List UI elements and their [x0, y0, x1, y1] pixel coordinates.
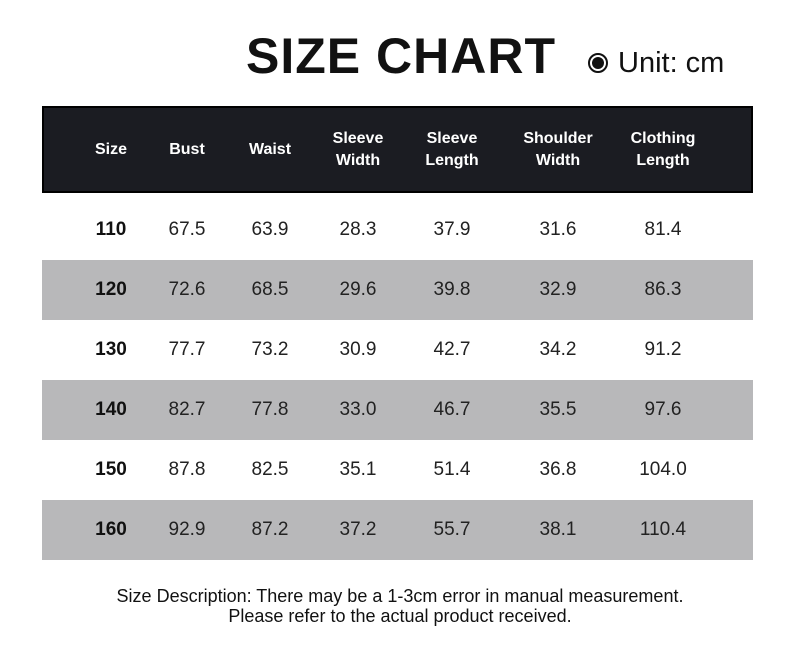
measurement-cell: 36.8: [539, 459, 577, 480]
column-header-text: Sleeve: [426, 129, 478, 147]
table-row: 110 67.5 63.9 28.3 37.9 31.6 81.4: [42, 200, 753, 260]
size-cell: 110: [95, 219, 127, 240]
column-header: Sleeve Length: [397, 108, 507, 191]
measurement-cell: 32.9: [539, 279, 577, 300]
column-header-text: Length: [636, 151, 690, 169]
measurement-cell: 63.9: [251, 219, 289, 240]
measurement-cell: 37.2: [339, 519, 377, 540]
column-header-text: Length: [425, 151, 479, 169]
size-cell: 160: [95, 519, 127, 540]
measurement-cell: 72.6: [168, 279, 206, 300]
measurement-cell: 37.9: [433, 219, 471, 240]
measurement-cell: 104.0: [639, 459, 687, 480]
footer-line-1: Size Description: There may be a 1-3cm e…: [116, 586, 684, 606]
measurement-cell: 82.7: [168, 399, 206, 420]
measurement-cell: 30.9: [339, 339, 377, 360]
unit-text: Unit: cm: [618, 47, 725, 79]
column-header-text: Width: [535, 151, 581, 169]
measurement-cell: 73.2: [251, 339, 289, 360]
size-description: Size Description: There may be a 1-3cm e…: [0, 586, 800, 626]
page-title: SIZE CHART: [246, 28, 556, 84]
size-cell: 120: [95, 279, 127, 300]
measurement-cell: 35.5: [539, 399, 577, 420]
radio-selected-icon: [588, 53, 608, 73]
column-header: Waist: [215, 108, 325, 191]
measurement-cell: 82.5: [251, 459, 289, 480]
measurement-cell: 28.3: [339, 219, 377, 240]
table-header: Size Bust Waist Sleeve Width Sleeve Length Shou…: [42, 106, 753, 193]
table-row: 130 77.7 73.2 30.9 42.7 34.2 91.2: [42, 320, 753, 380]
column-header-text: Size: [94, 140, 127, 158]
measurement-cell: 35.1: [339, 459, 377, 480]
size-cell: 140: [95, 399, 127, 420]
column-header: Size: [56, 108, 166, 191]
column-header: Clothing Length: [608, 108, 718, 191]
measurement-cell: 77.8: [251, 399, 289, 420]
measurement-cell: 81.4: [644, 219, 682, 240]
table-row: 160 92.9 87.2 37.2 55.7 38.1 110.4: [42, 500, 753, 560]
column-header-text: Shoulder: [523, 129, 593, 147]
measurement-cell: 91.2: [644, 339, 682, 360]
measurement-cell: 87.2: [251, 519, 289, 540]
column-header: Sleeve Width: [303, 108, 413, 191]
measurement-cell: 92.9: [168, 519, 206, 540]
table-row: 120 72.6 68.5 29.6 39.8 32.9 86.3: [42, 260, 753, 320]
measurement-cell: 55.7: [433, 519, 471, 540]
measurement-cell: 31.6: [539, 219, 577, 240]
measurement-cell: 77.7: [168, 339, 206, 360]
measurement-cell: 67.5: [168, 219, 206, 240]
measurement-cell: 38.1: [539, 519, 577, 540]
measurement-cell: 68.5: [251, 279, 289, 300]
column-header-text: Waist: [248, 140, 292, 158]
column-header-text: Bust: [169, 140, 205, 158]
column-header: Shoulder Width: [503, 108, 613, 191]
measurement-cell: 33.0: [339, 399, 377, 420]
measurement-cell: 86.3: [644, 279, 682, 300]
size-cell: 150: [95, 459, 127, 480]
measurement-cell: 39.8: [433, 279, 471, 300]
table-row: 140 82.7 77.8 33.0 46.7 35.5 97.6: [42, 380, 753, 440]
table-row: 150 87.8 82.5 35.1 51.4 36.8 104.0: [42, 440, 753, 500]
measurement-cell: 42.7: [433, 339, 471, 360]
measurement-cell: 29.6: [339, 279, 377, 300]
size-cell: 130: [95, 339, 127, 360]
measurement-cell: 87.8: [168, 459, 206, 480]
column-header-text: Width: [335, 151, 381, 169]
measurement-cell: 46.7: [433, 399, 471, 420]
measurement-cell: 51.4: [433, 459, 471, 480]
column-header-text: Sleeve: [332, 129, 384, 147]
measurement-cell: 97.6: [644, 399, 682, 420]
footer-line-2: Please refer to the actual product recei…: [228, 606, 572, 626]
column-header-text: Clothing: [630, 129, 696, 147]
unit-label: Unit: cm: [588, 46, 724, 80]
measurement-cell: 110.4: [639, 519, 687, 540]
measurement-cell: 34.2: [539, 339, 577, 360]
column-header: Bust: [132, 108, 242, 191]
